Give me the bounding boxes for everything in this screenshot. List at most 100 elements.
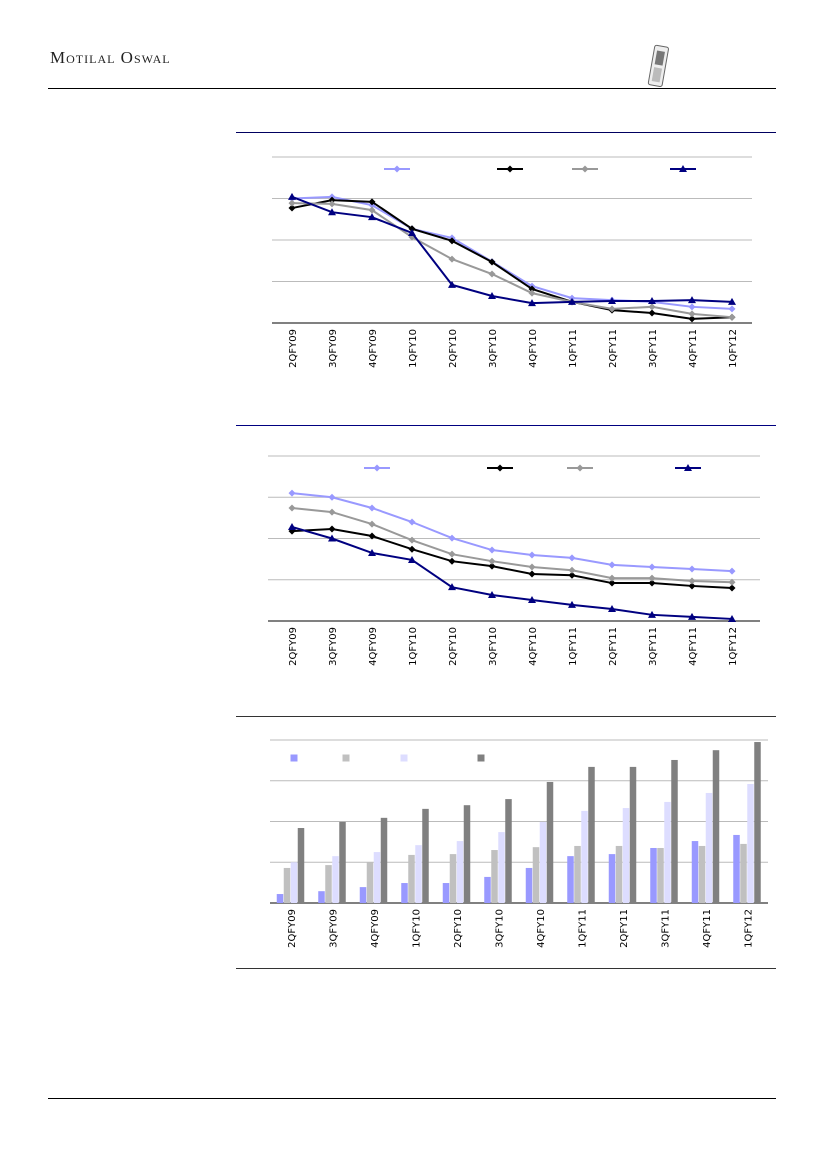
chart-3: 2QFY09 3QFY09 4QFY09 1QFY10 2QFY10 3QFY10 4QFY… <box>270 739 768 948</box>
bar <box>740 843 747 903</box>
bar <box>546 781 554 903</box>
series-line <box>291 202 733 319</box>
data-point <box>528 595 536 603</box>
data-point <box>448 583 456 591</box>
x-tick-label: 4QFY10 <box>528 329 539 368</box>
data-point <box>448 557 456 565</box>
bar <box>380 817 388 903</box>
bar <box>373 852 381 903</box>
data-point <box>528 299 536 307</box>
data-point <box>328 534 336 542</box>
x-tick-label: 3QFY09 <box>328 909 339 948</box>
x-tick-label: 2QFY11 <box>619 909 630 948</box>
data-point <box>728 614 736 622</box>
legend-swatch <box>400 754 408 762</box>
data-point <box>528 289 536 297</box>
x-tick-label: 2QFY10 <box>448 627 459 666</box>
bar <box>359 887 367 903</box>
data-point <box>608 579 616 587</box>
bar <box>484 876 491 903</box>
legend-swatch <box>477 754 485 762</box>
data-point <box>688 577 696 585</box>
x-tick-label: 3QFY10 <box>488 329 499 368</box>
data-point <box>568 554 576 562</box>
data-point <box>448 255 456 263</box>
legend-marker <box>581 165 589 173</box>
legend-swatch <box>342 754 350 762</box>
series-2 <box>288 525 736 592</box>
data-point <box>488 258 496 266</box>
footer-rule <box>48 1098 776 1099</box>
bar <box>539 821 547 903</box>
data-point <box>448 280 456 288</box>
data-point <box>648 574 656 582</box>
bar <box>456 841 464 903</box>
x-tick-label: 4QFY11 <box>688 329 699 368</box>
data-point <box>328 200 336 208</box>
x-tick-label: 1QFY10 <box>408 627 419 666</box>
x-tick-label: 1QFY11 <box>568 329 579 368</box>
data-point <box>448 534 456 542</box>
x-tick-label: 4QFY09 <box>368 627 379 666</box>
legend-marker <box>373 464 381 472</box>
legend-swatch <box>290 754 298 762</box>
data-point <box>568 571 576 579</box>
data-point <box>408 536 416 544</box>
bar <box>276 894 284 903</box>
x-tick-label: 4QFY10 <box>528 627 539 666</box>
bar <box>671 759 678 903</box>
data-point <box>408 518 416 526</box>
series-3 <box>288 504 736 586</box>
data-point <box>688 310 696 318</box>
data-point <box>328 525 336 533</box>
bar <box>754 742 761 903</box>
x-tick-label: 1QFY10 <box>411 909 422 948</box>
data-point <box>288 522 296 530</box>
series-line <box>291 199 733 320</box>
bar <box>290 862 298 903</box>
data-point <box>488 270 496 278</box>
data-point <box>728 584 736 592</box>
data-point <box>688 582 696 590</box>
bar <box>629 766 637 903</box>
bar <box>657 847 664 903</box>
series-4 <box>288 522 736 622</box>
data-point <box>448 237 456 245</box>
series-1 <box>288 193 736 313</box>
data-point <box>728 313 736 321</box>
data-point <box>688 296 696 304</box>
bar <box>747 784 754 903</box>
data-point <box>688 565 696 573</box>
bar <box>705 792 713 903</box>
bar <box>505 799 512 903</box>
chart2-top-rule <box>236 425 776 426</box>
bar <box>574 845 581 903</box>
series-2 <box>283 843 747 903</box>
data-point <box>608 305 616 313</box>
x-tick-label: 4QFY10 <box>536 909 547 948</box>
bar <box>698 845 706 903</box>
bar <box>415 845 422 903</box>
x-tick-label: 3QFY10 <box>488 627 499 666</box>
header-rule <box>48 88 776 89</box>
bar <box>532 847 540 903</box>
data-point <box>488 292 496 300</box>
data-point <box>648 303 656 311</box>
legend-marker <box>506 165 514 173</box>
data-point <box>288 489 296 497</box>
series-1 <box>276 834 740 903</box>
data-point <box>328 508 336 516</box>
bar <box>608 854 616 903</box>
data-point <box>488 591 496 599</box>
series-line <box>291 195 733 310</box>
x-tick-label: 3QFY11 <box>648 627 659 666</box>
x-tick-label: 4QFY11 <box>688 627 699 666</box>
data-point <box>528 570 536 578</box>
bar <box>491 850 498 903</box>
chart-1: 2QFY09 3QFY09 4QFY09 1QFY10 2QFY10 3QFY10 4QFY… <box>272 156 752 368</box>
data-point <box>728 578 736 586</box>
bar <box>733 834 740 903</box>
data-point <box>368 504 376 512</box>
bar <box>588 766 595 903</box>
